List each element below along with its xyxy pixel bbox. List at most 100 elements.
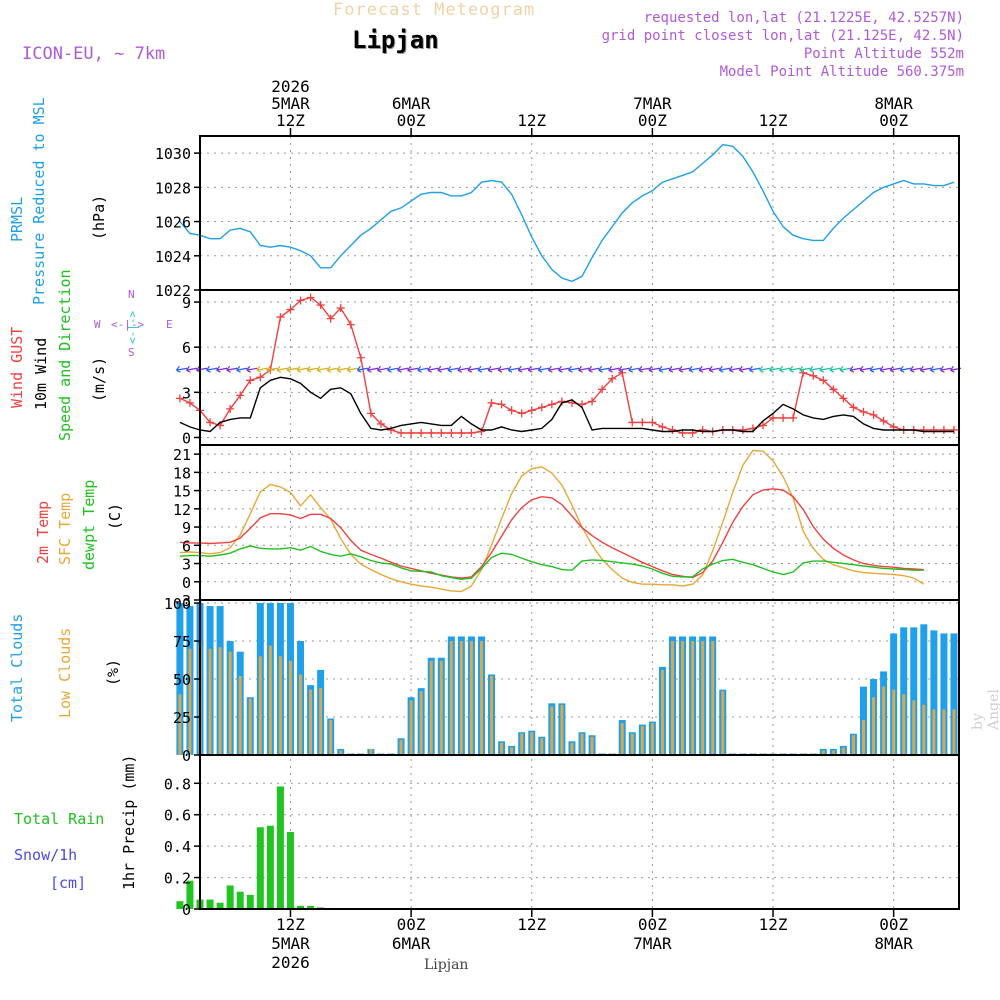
low-cloud-bar <box>419 691 423 755</box>
low-cloud-bar <box>912 700 916 755</box>
wind-direction-arrow <box>929 365 941 373</box>
y-tick-label: 1022 <box>155 282 191 300</box>
gust-point-marker <box>447 428 456 437</box>
rain-bar <box>186 880 194 909</box>
wind-direction-arrow <box>417 365 429 373</box>
bottom-time-label: 00Z <box>638 915 667 934</box>
wind-direction-arrow <box>226 365 238 373</box>
wind-direction-arrow <box>196 365 208 373</box>
panel-frame <box>199 754 960 910</box>
wind-direction-arrow <box>728 365 740 373</box>
total-cloud-bar <box>910 627 918 755</box>
low-cloud-bar <box>309 689 313 755</box>
gust-point-marker <box>346 320 355 329</box>
low-cloud-bar <box>952 709 956 755</box>
bottom-time-label: 12Z <box>517 915 546 934</box>
y-tick-label: 1030 <box>155 145 191 163</box>
wind-direction-arrow <box>688 365 700 373</box>
gust-point-marker <box>769 413 778 422</box>
low-cloud-bar <box>841 747 845 755</box>
cm-label: [cm] <box>50 874 87 892</box>
low-cloud-bar <box>218 647 222 755</box>
y-tick-label: 9 <box>182 519 191 537</box>
wind-direction-arrow <box>648 365 660 373</box>
wind-direction-arrow <box>407 365 419 373</box>
gust-point-marker <box>276 313 285 322</box>
gust-point-marker <box>879 416 888 425</box>
y-tick-label: 0 <box>182 574 191 592</box>
wind-direction-arrow <box>769 365 781 373</box>
wind-direction-arrow <box>216 365 228 373</box>
wind-direction-arrow <box>678 365 690 373</box>
wind-direction-arrow <box>336 365 348 373</box>
rain-bar <box>276 786 284 909</box>
compass-north: N <box>128 288 135 301</box>
model-name: ICON-EU, ~ 7km <box>22 44 166 64</box>
low-cloud-bar <box>208 648 212 755</box>
rain-bar <box>256 827 264 909</box>
gust-point-marker <box>507 406 516 415</box>
wind-direction-arrow <box>718 365 730 373</box>
low-cloud-bar <box>530 732 534 755</box>
low-cloud-bar <box>550 706 554 755</box>
compass-axis-horizontal: <-|-> <box>111 318 145 331</box>
bottom-time-label: 7MAR <box>633 934 672 953</box>
y-tick-label: 12 <box>173 501 191 519</box>
wind-direction-arrow <box>286 365 298 373</box>
gust-point-marker <box>236 391 245 400</box>
total-rain-label: Total Rain <box>14 810 105 828</box>
wind-direction-arrow <box>266 365 278 373</box>
low-cloud-bar <box>268 645 272 755</box>
gust-point-marker <box>467 428 476 437</box>
low-cloud-bar <box>882 686 886 755</box>
wind-direction-arrow <box>537 365 549 373</box>
panel-frame <box>199 135 960 291</box>
top-time-label: 12Z <box>276 111 305 130</box>
wind-direction-arrow <box>276 365 288 373</box>
y-tick-label: 1028 <box>155 179 191 197</box>
y-tick-label: 0.8 <box>164 775 191 793</box>
wind-direction-arrow <box>859 365 871 373</box>
rain-bar <box>226 885 234 909</box>
gust-point-marker <box>929 425 938 434</box>
total-cloud-bar <box>920 624 928 755</box>
wind-direction-arrow <box>869 365 881 373</box>
low-cloud-bar <box>932 709 936 755</box>
gust-point-marker <box>949 425 958 434</box>
wind-direction-arrow <box>809 365 821 373</box>
gust-point-marker <box>487 398 496 407</box>
low-cloud-bar <box>178 694 182 755</box>
low-cloud-bar <box>399 739 403 755</box>
low-cloud-bar <box>711 641 715 755</box>
low-cloud-bar <box>831 750 835 755</box>
low-cloud-bar <box>469 641 473 755</box>
gust-point-marker <box>427 428 436 437</box>
y-tick-label: 3 <box>182 384 191 402</box>
compass-west: W <box>94 318 101 331</box>
total-cloud-bar <box>950 633 958 755</box>
y-tick-label: 50 <box>173 671 191 689</box>
gust-point-marker <box>286 305 295 314</box>
bottom-time-label: 6MAR <box>392 934 431 953</box>
bottom-time-label: 12Z <box>276 915 305 934</box>
wind-direction-arrow <box>497 365 509 373</box>
gust-point-marker <box>608 374 617 383</box>
meteogram-title: Forecast Meteogram <box>333 0 536 20</box>
gust-point-marker <box>497 400 506 409</box>
wind-direction-arrow <box>567 365 580 373</box>
low-cloud-bar <box>721 691 725 755</box>
wind-direction-arrow <box>909 365 921 373</box>
wind-direction-arrow <box>397 365 409 373</box>
low-cloud-bar <box>339 750 343 755</box>
wind-direction-arrow <box>326 365 338 373</box>
bottom-time-label: 00Z <box>397 915 426 934</box>
tick-layer: 102210241026102810300369-303691215182102… <box>155 77 913 972</box>
y-tick-label: 9 <box>182 294 191 312</box>
wind-direction-arrow <box>638 365 650 373</box>
low-cloud-bar <box>278 656 282 755</box>
wind-direction-arrow <box>698 365 710 373</box>
wind-direction-arrow <box>668 365 680 373</box>
low-cloud-bar <box>248 698 252 755</box>
gust-point-marker <box>839 394 848 403</box>
wind-direction-arrow <box>507 365 519 373</box>
